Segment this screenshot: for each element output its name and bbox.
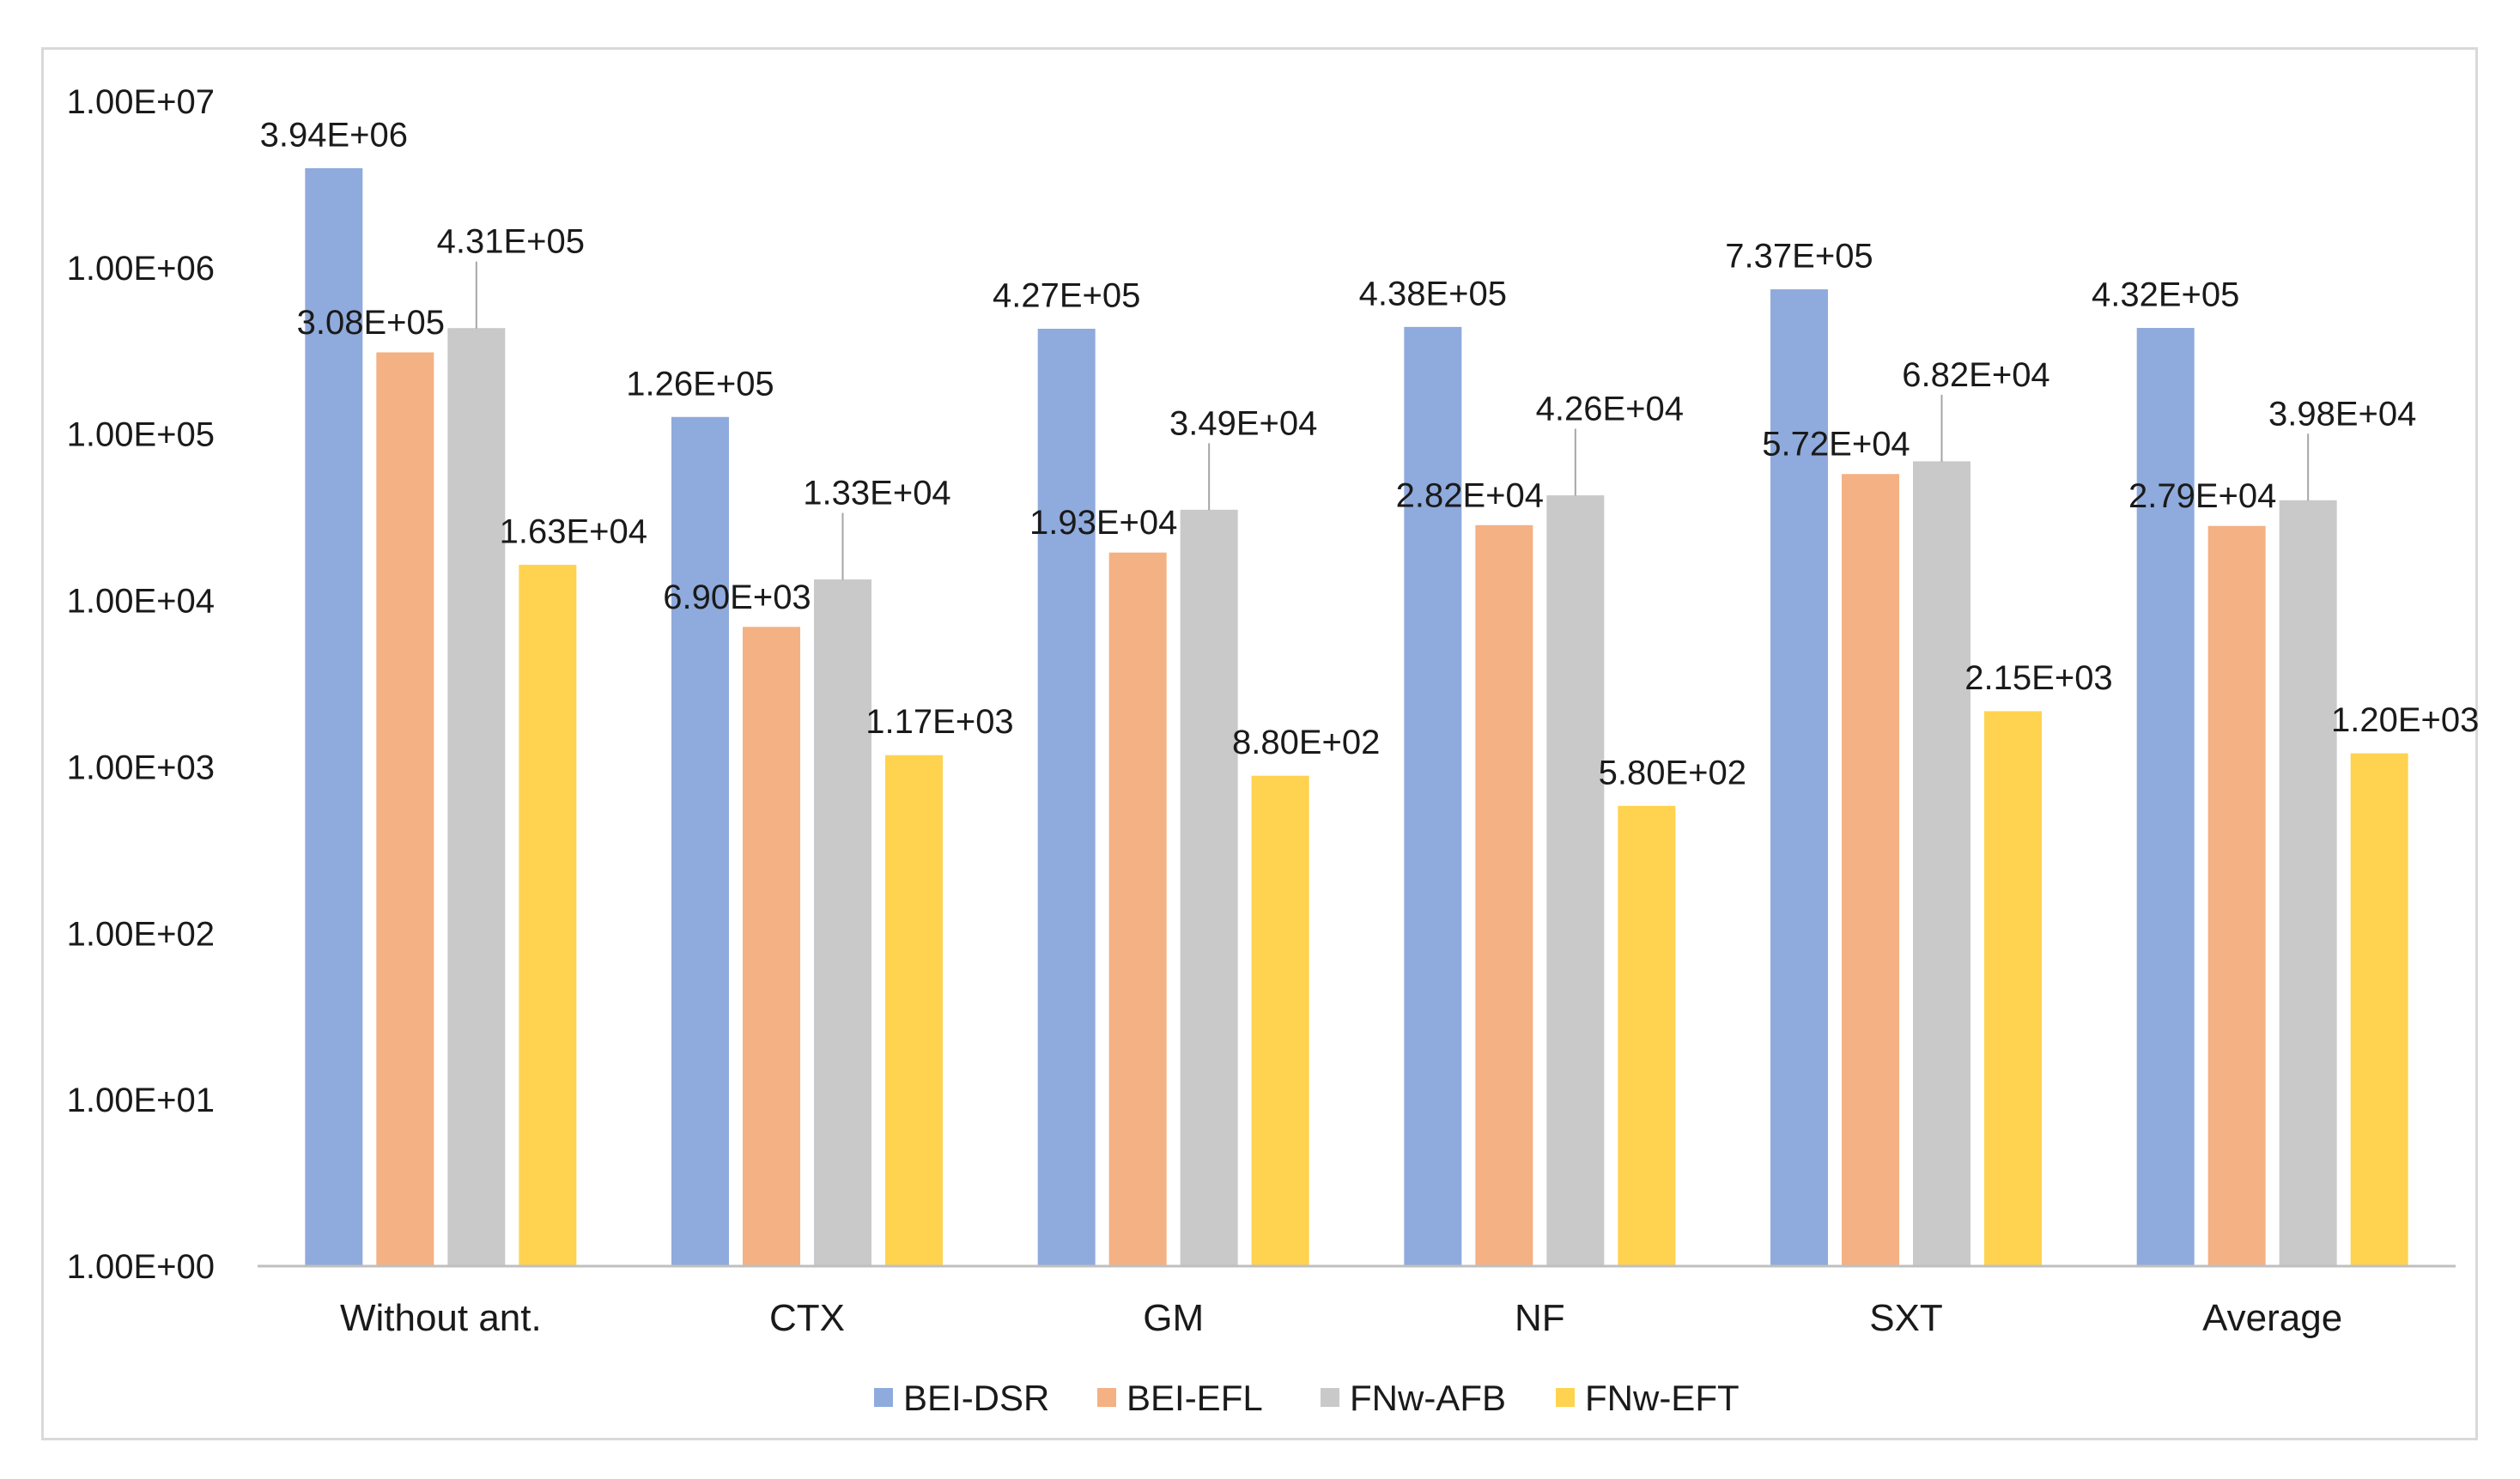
data-label: 4.32E+05 <box>2092 276 2239 314</box>
legend-label-fnw-eft: FNw-EFT <box>1585 1378 1740 1418</box>
data-label: 2.15E+03 <box>1964 659 2112 697</box>
legend-swatch-bei-efl <box>1097 1388 1116 1407</box>
legend-label-bei-efl: BEI-EFL <box>1126 1378 1263 1418</box>
data-label: 6.82E+04 <box>1902 356 2049 394</box>
category-label: NF <box>1515 1297 1565 1339</box>
legend-label-fnw-afb: FNw-AFB <box>1350 1378 1506 1418</box>
bar-bei-dsr-average <box>2136 328 2195 1267</box>
y-tick-label: 1.00E+00 <box>67 1248 215 1286</box>
y-tick-label: 1.00E+01 <box>67 1082 215 1119</box>
data-label: 3.98E+04 <box>2268 395 2416 433</box>
data-label: 4.38E+05 <box>1359 275 1507 312</box>
bar-bei-efl-average <box>2207 525 2266 1267</box>
bar-bei-efl-without-ant- <box>376 352 434 1267</box>
bar-fnw-eft-average <box>2350 753 2408 1267</box>
data-label: 2.82E+04 <box>1396 476 1544 514</box>
category-label: SXT <box>1869 1297 1943 1339</box>
bar-fnw-afb-average <box>2279 500 2337 1267</box>
y-tick-label: 1.00E+06 <box>67 250 215 288</box>
data-label: 5.72E+04 <box>1762 426 1910 464</box>
data-label: 4.27E+05 <box>993 277 1140 315</box>
data-label: 3.49E+04 <box>1169 404 1317 442</box>
data-label: 7.37E+05 <box>1725 238 1873 276</box>
bar-bei-dsr-gm <box>1037 329 1096 1267</box>
bar-bei-dsr-sxt <box>1770 289 1828 1267</box>
category-label: CTX <box>769 1297 845 1339</box>
legend-swatch-fnw-afb <box>1321 1388 1339 1407</box>
data-label: 1.33E+04 <box>803 475 950 512</box>
data-label: 8.80E+02 <box>1232 724 1380 761</box>
legend-swatch-bei-dsr <box>874 1388 893 1407</box>
bar-fnw-afb-nf <box>1546 495 1605 1267</box>
data-label: 5.80E+02 <box>1599 754 1746 791</box>
data-label: 1.20E+03 <box>2331 701 2479 739</box>
data-label: 4.31E+05 <box>437 223 585 261</box>
data-label: 1.63E+04 <box>500 512 647 550</box>
bar-bei-dsr-without-ant- <box>305 167 363 1267</box>
bar-fnw-eft-without-ant- <box>519 564 577 1267</box>
bar-fnw-afb-gm <box>1180 509 1238 1267</box>
data-label: 3.08E+05 <box>297 304 445 342</box>
bar-bei-dsr-ctx <box>671 416 729 1267</box>
y-tick-label: 1.00E+04 <box>67 583 215 621</box>
bar-fnw-afb-without-ant- <box>447 328 506 1267</box>
category-label: Average <box>2202 1297 2342 1339</box>
data-label: 1.93E+04 <box>1029 504 1177 542</box>
y-tick-label: 1.00E+02 <box>67 915 215 953</box>
category-label: Without ant. <box>340 1297 542 1339</box>
data-label: 1.17E+03 <box>865 703 1013 741</box>
y-tick-label: 1.00E+05 <box>67 416 215 454</box>
y-tick-label: 1.00E+03 <box>67 749 215 786</box>
y-tick-label: 1.00E+07 <box>67 83 215 121</box>
legend-label-bei-dsr: BEI-DSR <box>903 1378 1049 1418</box>
bar-fnw-eft-ctx <box>885 755 943 1267</box>
data-label: 1.26E+05 <box>626 365 774 403</box>
category-label: GM <box>1143 1297 1204 1339</box>
bar-fnw-eft-nf <box>1618 805 1676 1267</box>
bar-fnw-afb-sxt <box>1913 461 1970 1267</box>
data-label: 6.90E+03 <box>663 579 811 616</box>
bar-bei-dsr-nf <box>1404 326 1462 1267</box>
bar-fnw-afb-ctx <box>814 579 871 1267</box>
bar-fnw-eft-gm <box>1251 775 1309 1267</box>
bar-fnw-eft-sxt <box>1984 711 2042 1267</box>
bar-bei-efl-sxt <box>1842 474 1899 1267</box>
bar-bei-efl-ctx <box>743 627 800 1267</box>
data-label: 4.26E+04 <box>1536 391 1684 428</box>
data-label: 2.79E+04 <box>2128 477 2276 515</box>
bar-bei-efl-nf <box>1475 524 1533 1267</box>
data-label: 3.94E+06 <box>260 116 408 154</box>
bar-bei-efl-gm <box>1108 552 1167 1267</box>
legend-swatch-fnw-eft <box>1556 1388 1575 1407</box>
